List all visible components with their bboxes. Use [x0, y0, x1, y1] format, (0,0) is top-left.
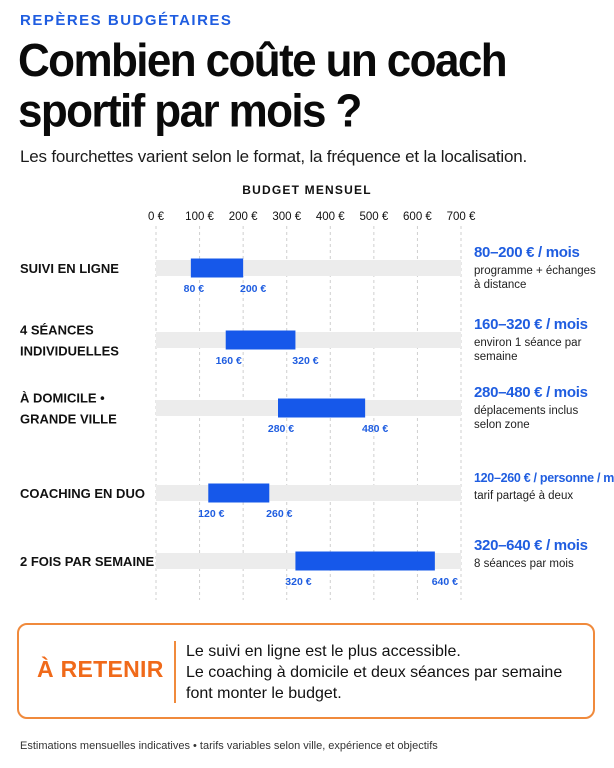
bar-low-label: 160 € — [216, 355, 242, 367]
bar-low-label: 120 € — [198, 508, 224, 520]
range-value-label: 320–640 € / mois — [474, 537, 588, 554]
tick-label: 100 € — [185, 211, 214, 223]
category-label: 2 FOIS PAR SEMAINE — [20, 554, 154, 569]
range-note: semaine — [474, 351, 517, 363]
title-line-2: sportif par mois ? — [18, 85, 362, 137]
callout-text: Le suivi en ligne est le plus accessible… — [186, 641, 586, 704]
category-label: INDIVIDUELLES — [20, 344, 119, 359]
category-label: GRANDE VILLE — [20, 412, 117, 427]
range-note: tarif partagé à deux — [474, 490, 573, 502]
range-bar — [225, 330, 296, 350]
range-value-label: 280–480 € / mois — [474, 384, 588, 401]
range-bar — [278, 398, 366, 418]
bar-track — [156, 332, 461, 348]
bar-high-label: 200 € — [240, 283, 266, 295]
tick-label: 500 € — [359, 211, 388, 223]
axis-title: BUDGET MENSUEL — [242, 183, 371, 197]
callout-title: À RETENIR — [37, 656, 164, 682]
bar-high-label: 320 € — [292, 355, 318, 367]
page-title: Combien coûte un coach sportif par mois … — [18, 34, 608, 137]
bar-high-label: 640 € — [432, 576, 458, 588]
range-chart: BUDGET MENSUEL 0 € 100 € 200 € 300 € 400 € 500… — [20, 183, 614, 600]
bar-low-label: 320 € — [285, 576, 311, 588]
category-label: À DOMICILE • — [20, 391, 105, 406]
bar-low-label: 80 € — [184, 283, 205, 295]
range-value-label: 80–200 € / mois — [474, 244, 580, 261]
range-bar — [295, 551, 435, 571]
range-value-label: 160–320 € / mois — [474, 316, 588, 333]
title-line-1: Combien coûte un coach — [18, 34, 508, 87]
callout-line-2: Le coaching à domicile et deux séances p… — [186, 664, 563, 681]
bar-track — [156, 485, 461, 501]
bar-high-label: 480 € — [362, 423, 388, 435]
category-label: SUIVI EN LIGNE — [20, 261, 119, 276]
range-bar — [208, 483, 270, 503]
subtitle: Les fourchettes varient selon le format,… — [20, 147, 528, 166]
tick-label: 700 € — [447, 211, 476, 223]
range-note: à distance — [474, 279, 526, 291]
kicker: REPÈRES BUDGÉTAIRES — [20, 12, 233, 29]
tick-label: 400 € — [316, 211, 345, 223]
range-note: selon zone — [474, 419, 530, 431]
tick-label: 200 € — [229, 211, 258, 223]
callout-line-3: font monter le budget. — [186, 685, 342, 702]
range-note: environ 1 séance par — [474, 337, 582, 349]
range-note: déplacements inclus — [474, 405, 578, 417]
range-value-label: 120–260 € / personne / mois — [474, 471, 614, 485]
bar-low-label: 280 € — [268, 423, 294, 435]
category-label: COACHING EN DUO — [20, 486, 145, 501]
bar-high-label: 260 € — [266, 508, 292, 520]
range-bar — [190, 258, 244, 278]
callout-divider — [174, 641, 176, 703]
footer-note: Estimations mensuelles indicatives • tar… — [20, 740, 438, 752]
range-note: programme + échanges — [474, 265, 596, 277]
callout-line-1: Le suivi en ligne est le plus accessible… — [186, 643, 461, 660]
tick-label: 600 € — [403, 211, 432, 223]
takeaway-callout: À RETENIR Le suivi en ligne est le plus … — [17, 623, 595, 719]
tick-label: 300 € — [272, 211, 301, 223]
tick-label: 0 € — [148, 211, 165, 223]
range-note: 8 séances par mois — [474, 558, 574, 570]
category-label: 4 SÉANCES — [20, 323, 94, 338]
